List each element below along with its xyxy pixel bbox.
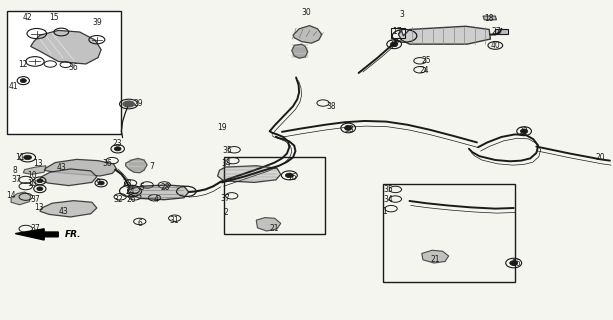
Text: 37: 37 xyxy=(221,194,230,203)
Text: 37: 37 xyxy=(31,224,40,233)
Text: 43: 43 xyxy=(58,207,68,216)
Polygon shape xyxy=(128,185,189,200)
Ellipse shape xyxy=(390,42,398,46)
Polygon shape xyxy=(15,229,58,240)
Text: 36: 36 xyxy=(69,63,78,72)
Text: 3: 3 xyxy=(400,10,405,19)
Text: 22: 22 xyxy=(389,40,398,49)
Polygon shape xyxy=(23,166,46,174)
Text: 20: 20 xyxy=(596,153,606,162)
Text: 33: 33 xyxy=(345,125,354,134)
Bar xyxy=(495,29,508,34)
Text: 12: 12 xyxy=(18,60,28,69)
Polygon shape xyxy=(40,201,97,217)
Polygon shape xyxy=(483,16,497,20)
Ellipse shape xyxy=(509,260,517,266)
Text: 34: 34 xyxy=(383,195,393,204)
Text: 5: 5 xyxy=(140,183,145,192)
Bar xyxy=(391,28,405,38)
Bar xyxy=(224,157,325,234)
Text: 30: 30 xyxy=(302,8,311,17)
Text: 6: 6 xyxy=(137,220,142,228)
Text: 16: 16 xyxy=(511,260,521,268)
Text: FR.: FR. xyxy=(64,230,81,239)
Text: 28: 28 xyxy=(161,183,170,192)
Text: 7: 7 xyxy=(150,162,154,171)
Polygon shape xyxy=(292,44,308,58)
Text: 36: 36 xyxy=(102,159,112,168)
Text: 1: 1 xyxy=(383,207,387,216)
Polygon shape xyxy=(11,192,31,205)
Text: 29: 29 xyxy=(134,99,143,108)
Text: 26: 26 xyxy=(126,195,136,204)
Text: 17: 17 xyxy=(392,28,402,36)
Text: 4: 4 xyxy=(153,196,158,204)
Polygon shape xyxy=(398,26,490,44)
Ellipse shape xyxy=(345,125,352,131)
Ellipse shape xyxy=(98,181,104,185)
Polygon shape xyxy=(218,166,281,182)
Text: 27: 27 xyxy=(492,28,501,36)
Polygon shape xyxy=(256,218,281,231)
Polygon shape xyxy=(422,250,449,263)
Text: 24: 24 xyxy=(420,66,430,75)
Text: 14: 14 xyxy=(6,191,16,200)
Text: 13: 13 xyxy=(34,204,44,212)
Text: 10: 10 xyxy=(27,179,37,188)
Ellipse shape xyxy=(37,179,43,183)
Text: 23: 23 xyxy=(123,179,132,188)
Ellipse shape xyxy=(114,147,121,151)
Text: 13: 13 xyxy=(33,159,43,168)
Text: 34: 34 xyxy=(221,159,231,168)
Ellipse shape xyxy=(20,79,26,83)
Text: 37: 37 xyxy=(31,195,40,204)
Text: 40: 40 xyxy=(490,41,500,50)
Text: 32: 32 xyxy=(113,195,123,204)
Text: 41: 41 xyxy=(9,82,18,91)
Polygon shape xyxy=(293,26,322,43)
Text: 38: 38 xyxy=(327,102,337,111)
Text: 9: 9 xyxy=(96,178,101,187)
Text: 21: 21 xyxy=(430,255,440,264)
Ellipse shape xyxy=(286,173,294,178)
Text: 2: 2 xyxy=(223,208,228,217)
Text: 24: 24 xyxy=(126,188,135,196)
Text: 18: 18 xyxy=(484,14,494,23)
Text: 11: 11 xyxy=(15,153,25,162)
Text: 39: 39 xyxy=(92,18,102,27)
Text: 19: 19 xyxy=(217,124,227,132)
Text: 16: 16 xyxy=(287,173,297,182)
Polygon shape xyxy=(39,169,97,186)
Polygon shape xyxy=(44,159,116,176)
Ellipse shape xyxy=(520,129,528,133)
Circle shape xyxy=(123,101,134,107)
Bar xyxy=(7,11,121,134)
Ellipse shape xyxy=(23,155,32,160)
Text: 15: 15 xyxy=(49,13,59,22)
Text: 35: 35 xyxy=(384,185,394,194)
Polygon shape xyxy=(31,30,101,64)
Bar xyxy=(383,184,515,282)
Text: 10: 10 xyxy=(27,171,37,180)
Text: 42: 42 xyxy=(22,13,32,22)
Ellipse shape xyxy=(37,187,43,191)
Text: 25: 25 xyxy=(421,56,431,65)
Text: 23: 23 xyxy=(113,139,123,148)
Text: 21: 21 xyxy=(270,224,280,233)
Text: 31: 31 xyxy=(170,216,180,225)
Text: 43: 43 xyxy=(56,163,66,172)
Text: 33: 33 xyxy=(519,127,528,136)
Text: 35: 35 xyxy=(222,146,232,155)
Text: 37: 37 xyxy=(12,175,21,184)
Polygon shape xyxy=(126,158,147,173)
Text: 8: 8 xyxy=(13,166,18,175)
